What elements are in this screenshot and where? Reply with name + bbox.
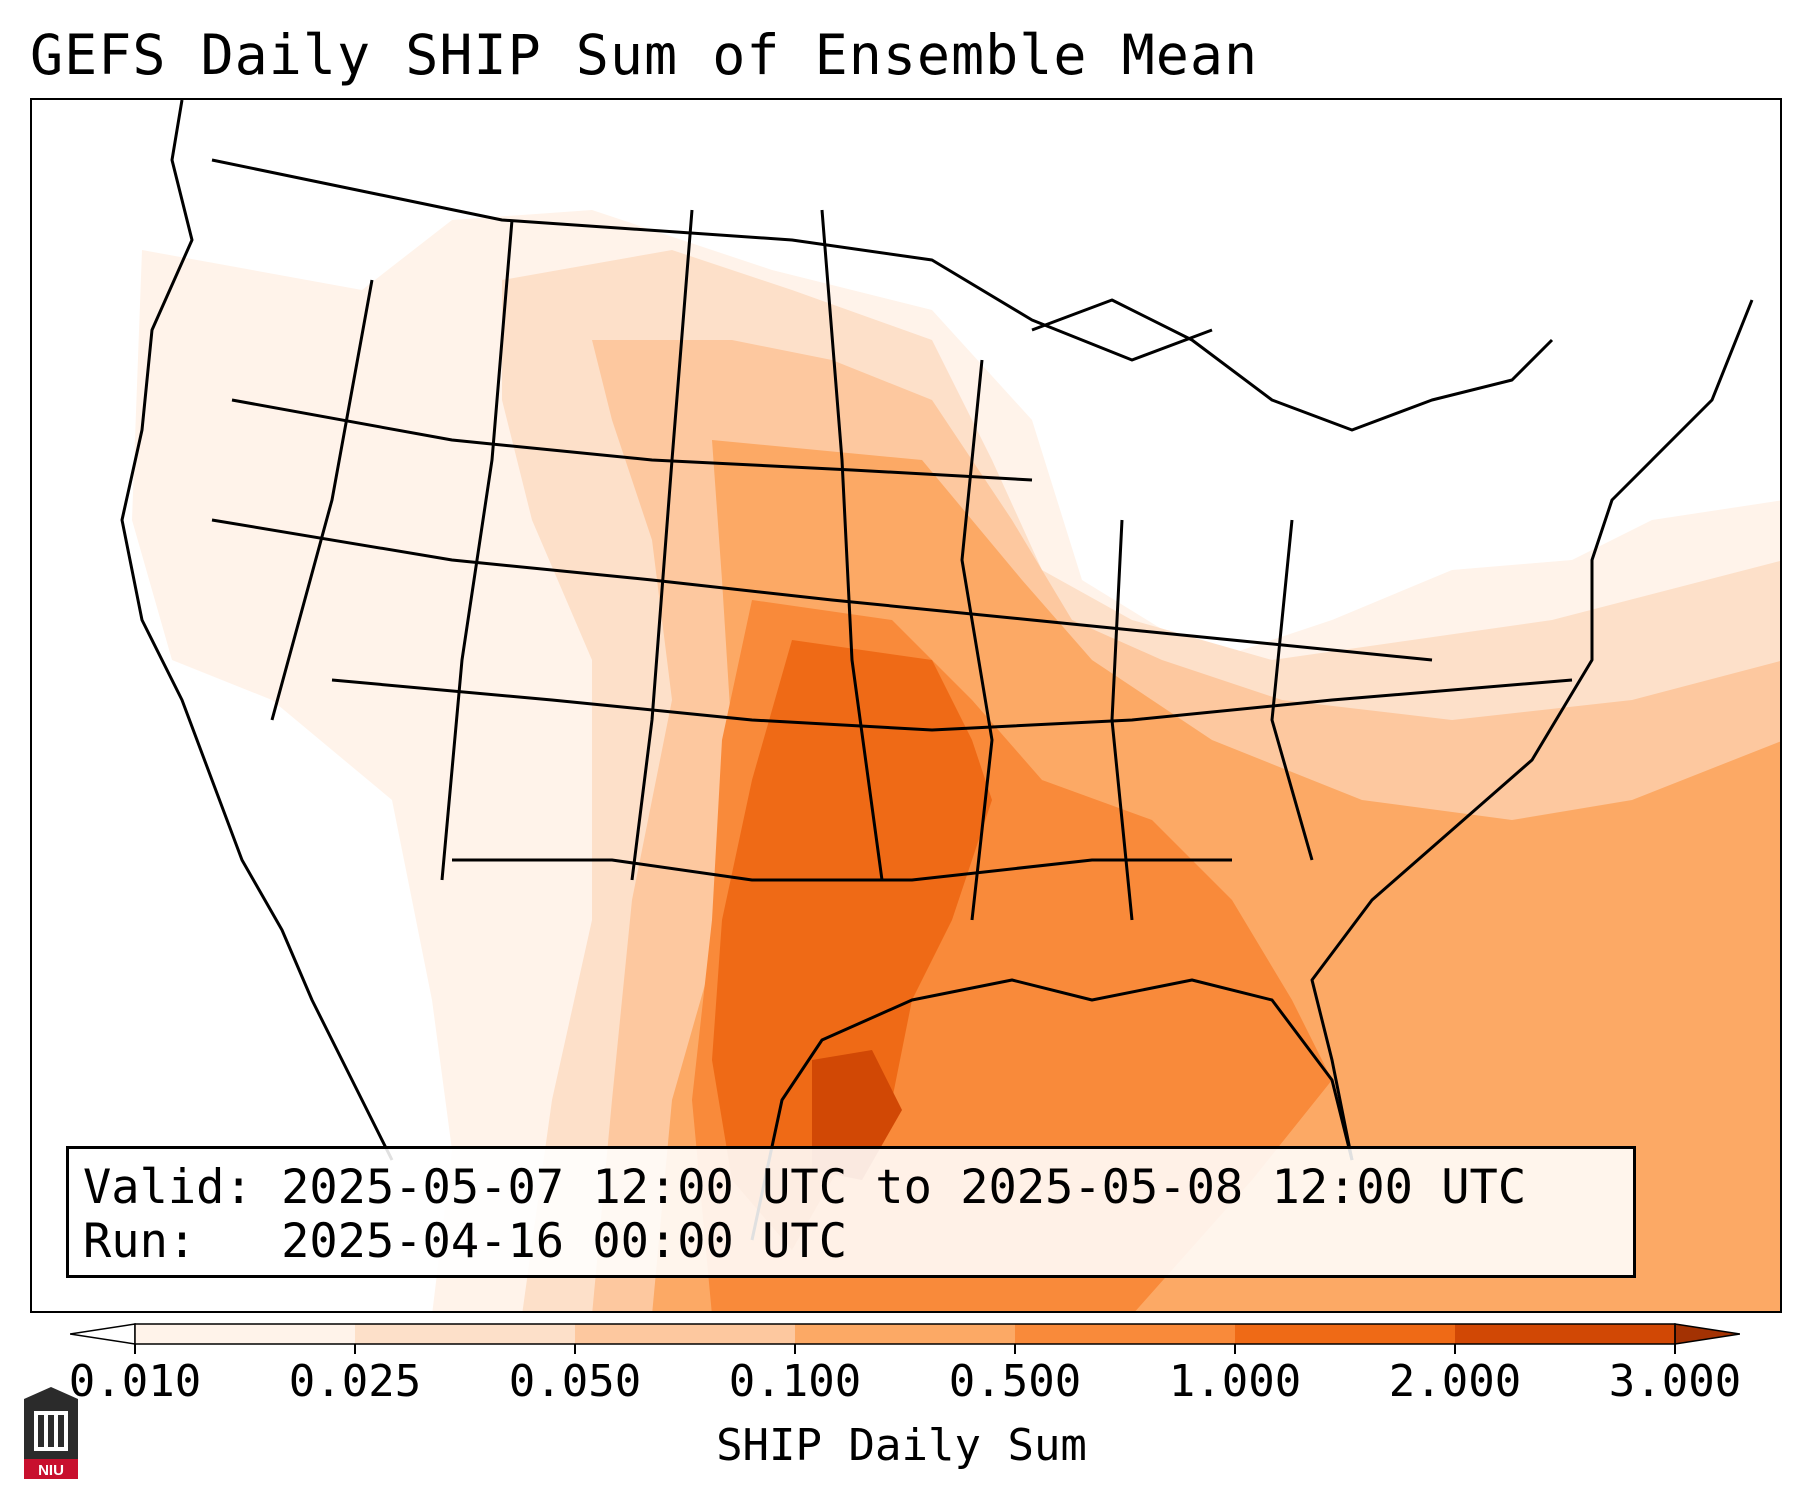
state-line-4 <box>452 858 1232 882</box>
gulf-coast <box>750 978 1354 1241</box>
ship-map <box>120 100 1780 1311</box>
shading-layer <box>132 210 1780 1311</box>
state-line-v2 <box>440 219 514 881</box>
state-line-v6 <box>1110 519 1134 921</box>
boundaries-layer <box>120 100 1754 1241</box>
colorbar-segment <box>1455 1324 1676 1344</box>
run-value: 2025-04-16 00:00 UTC <box>281 1214 848 1269</box>
atlantic-coast <box>1310 299 1754 1161</box>
valid-run-box: Valid: 2025-05-07 12:00 UTC to 2025-05-0… <box>66 1146 1636 1278</box>
map-frame <box>30 98 1782 1313</box>
map-title: GEFS Daily SHIP Sum of Ensemble Mean <box>30 23 1259 87</box>
colorbar-segment <box>795 1324 1016 1344</box>
colorbar-extend-low <box>70 1323 136 1345</box>
logo-text: NIU <box>38 1462 64 1479</box>
colorbar-segment <box>355 1324 576 1344</box>
colorbar-segment <box>1235 1324 1456 1344</box>
colorbar-tick-label: 2.000 <box>1388 1356 1522 1407</box>
west-coast <box>120 100 394 1161</box>
colorbar-segment <box>135 1324 356 1344</box>
colorbar-tick-label: 0.050 <box>508 1356 642 1407</box>
run-label: Run: <box>83 1214 197 1269</box>
colorbar-segment <box>575 1324 796 1344</box>
valid-value: 2025-05-07 12:00 UTC to 2025-05-08 12:00… <box>281 1160 1527 1215</box>
colorbar-tick-label: 1.000 <box>1168 1356 1302 1407</box>
colorbar-extend-high <box>1674 1323 1740 1345</box>
canada-border <box>211 158 1213 362</box>
colorbar-segment <box>1015 1324 1236 1344</box>
colorbar-tick-label: 3.000 <box>1608 1356 1742 1407</box>
state-line-1 <box>231 398 1033 482</box>
valid-label: Valid: <box>83 1160 253 1215</box>
colorbar <box>70 1323 1740 1354</box>
niu-logo: NIU <box>24 1387 78 1479</box>
great-lakes-outline <box>1031 298 1554 432</box>
state-line-2 <box>211 518 1433 662</box>
colorbar-tick-label: 0.100 <box>728 1356 862 1407</box>
state-line-v1 <box>270 279 374 721</box>
state-line-v3 <box>630 209 694 881</box>
state-line-v7 <box>1270 519 1314 861</box>
colorbar-outline <box>134 1323 1676 1345</box>
colorbar-tick-label: 0.025 <box>288 1356 422 1407</box>
colorbar-tick-label: 0.010 <box>68 1356 202 1407</box>
state-line-v5 <box>960 359 994 921</box>
state-line-v4 <box>820 209 884 881</box>
state-line-3 <box>331 678 1573 732</box>
colorbar-label: SHIP Daily Sum <box>716 1420 1087 1471</box>
colorbar-tick-label: 0.500 <box>948 1356 1082 1407</box>
